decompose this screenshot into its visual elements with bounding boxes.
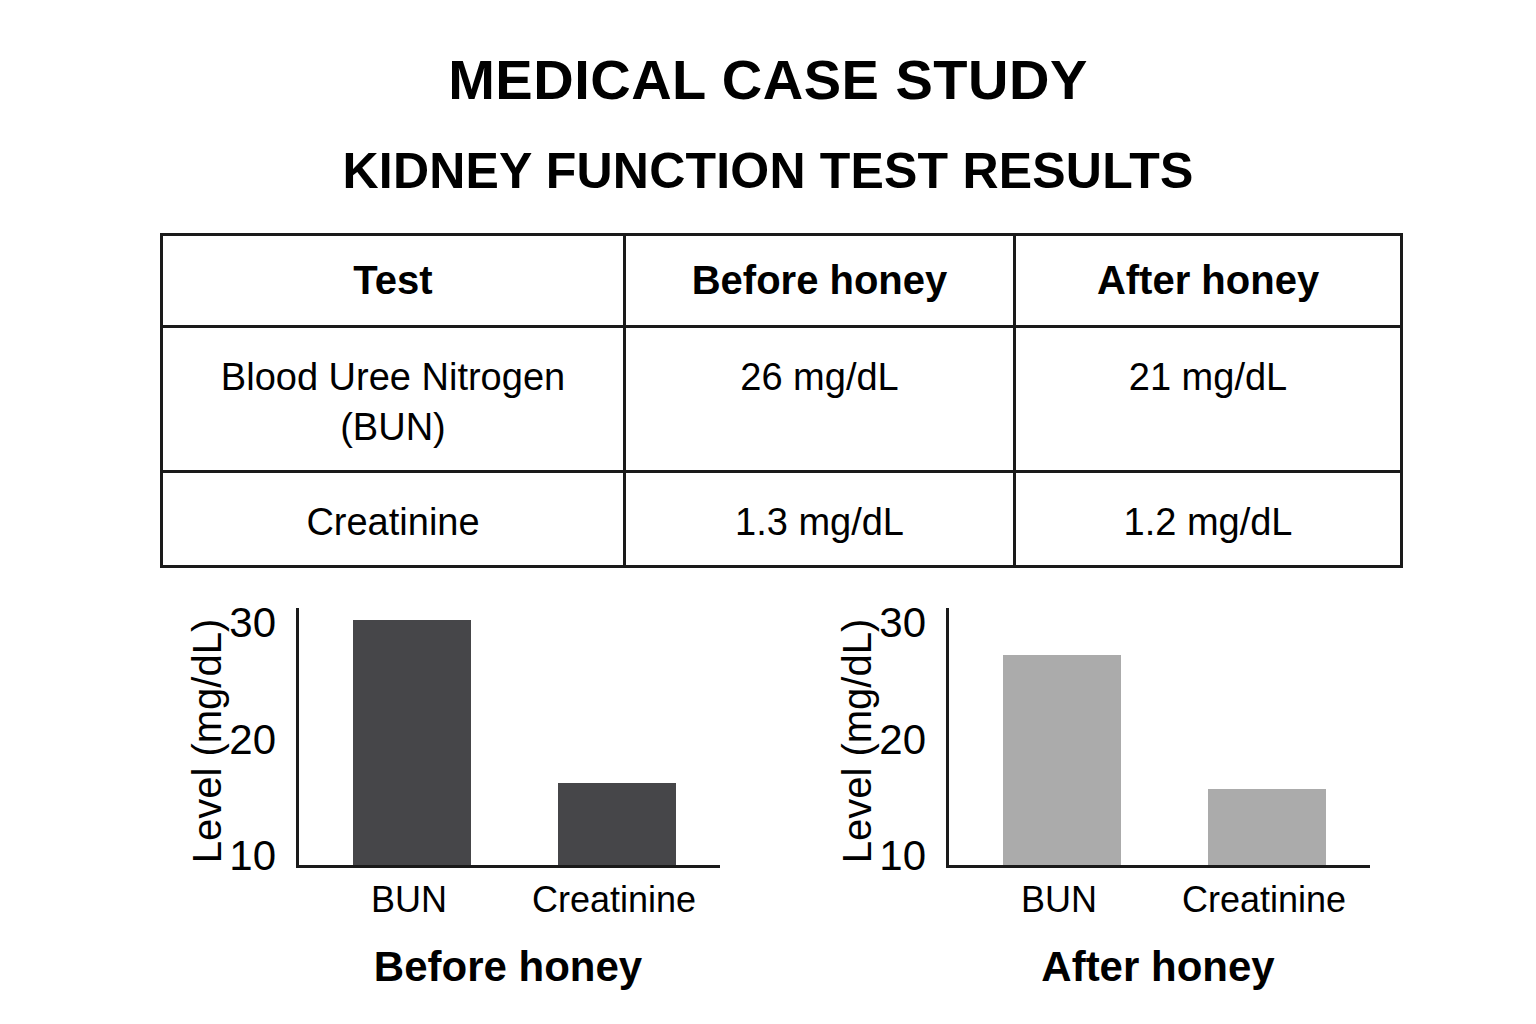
bar-bun [353, 620, 471, 865]
bar-bun [1003, 655, 1121, 865]
table-cell-test-name: Creatinine [162, 472, 625, 567]
y-axis-ticks: 302010 [180, 608, 276, 868]
y-tick-label: 20 [229, 719, 276, 761]
y-tick-label: 20 [879, 719, 926, 761]
column-header-after-honey: After honey [1015, 235, 1402, 327]
page-title: MEDICAL CASE STUDY [0, 52, 1536, 108]
table-cell-before-value: 1.3 mg/dL [625, 472, 1015, 567]
y-axis-ticks: 302010 [830, 608, 926, 868]
y-tick-label: 30 [229, 602, 276, 644]
table-cell-test-name: Blood Uree Nitrogen (BUN) [162, 327, 625, 472]
chart-after-honey: Level (mg/dL) 302010 BUNCreatinine After… [800, 595, 1450, 1015]
bar-creatinine [558, 783, 676, 865]
plot-area [946, 608, 1370, 868]
page-subtitle: KIDNEY FUNCTION TEST RESULTS [0, 146, 1536, 196]
table-row: Blood Uree Nitrogen (BUN) 26 mg/dL 21 mg… [162, 327, 1402, 472]
y-tick-label: 30 [879, 602, 926, 644]
chart-caption: Before honey [296, 944, 720, 990]
table-cell-after-value: 1.2 mg/dL [1015, 472, 1402, 567]
column-header-before-honey: Before honey [625, 235, 1015, 327]
plot-area [296, 608, 720, 868]
table-cell-before-value: 26 mg/dL [625, 327, 1015, 472]
y-tick-label: 10 [229, 835, 276, 877]
chart-before-honey: Level (mg/dL) 302010 BUNCreatinine Befor… [150, 595, 800, 1015]
table-cell-after-value: 21 mg/dL [1015, 327, 1402, 472]
x-tick-label: BUN [371, 882, 447, 918]
results-table: Test Before honey After honey Blood Uree… [160, 233, 1403, 568]
x-tick-label: BUN [1021, 882, 1097, 918]
table-row: Creatinine 1.3 mg/dL 1.2 mg/dL [162, 472, 1402, 567]
x-axis-labels: BUN Creatinine [296, 882, 720, 930]
page: MEDICAL CASE STUDY KIDNEY FUNCTION TEST … [0, 0, 1536, 1024]
x-tick-label: Creatinine [1182, 882, 1346, 918]
y-tick-label: 10 [879, 835, 926, 877]
x-tick-label: Creatinine [532, 882, 696, 918]
table-header-row: Test Before honey After honey [162, 235, 1402, 327]
x-axis-labels: BUN Creatinine [946, 882, 1370, 930]
bar-creatinine [1208, 789, 1326, 865]
column-header-test: Test [162, 235, 625, 327]
chart-caption: After honey [946, 944, 1370, 990]
